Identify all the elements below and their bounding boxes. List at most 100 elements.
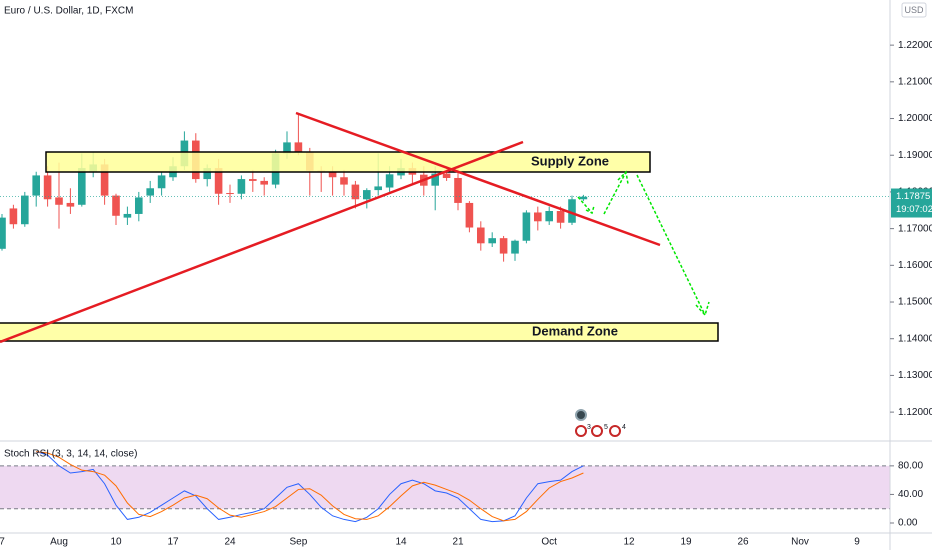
- candle-body: [78, 168, 86, 205]
- currency-label[interactable]: USD: [904, 5, 924, 15]
- x-tick-label: 9: [854, 537, 860, 548]
- x-tick-label: 14: [395, 537, 407, 548]
- x-tick-label: 17: [167, 537, 179, 548]
- event-count: 4: [622, 424, 626, 431]
- stoch-line: [36, 451, 584, 523]
- candle-body: [351, 184, 360, 200]
- last-price-label: 1.17875: [896, 191, 930, 202]
- y-tick-label: 1.19000: [898, 150, 932, 161]
- candle-body: [522, 212, 531, 241]
- y-tick-label: 0.00: [898, 518, 918, 529]
- arrow: [577, 196, 593, 214]
- y-tick-label: 1.12000: [898, 407, 932, 418]
- arrow-head: [695, 301, 710, 317]
- candle-body: [363, 190, 371, 200]
- event-count: 3: [587, 424, 591, 431]
- event-icon: [591, 425, 603, 437]
- x-tick-label: 24: [224, 537, 236, 548]
- candle-body: [534, 212, 542, 222]
- candle-body: [499, 238, 508, 254]
- candle-body: [454, 177, 462, 203]
- arrow-head: [585, 205, 595, 215]
- candle-body: [32, 175, 40, 196]
- event-icon: [575, 409, 587, 421]
- y-tick-label: 40.00: [898, 489, 923, 500]
- candle-body: [556, 211, 565, 223]
- event-count: 5: [604, 424, 608, 431]
- y-tick-label: 1.22000: [898, 40, 932, 51]
- candle-body: [477, 227, 485, 244]
- y-tick-label: 1.14000: [898, 333, 932, 344]
- y-tick-label: 1.16000: [898, 260, 932, 271]
- demand-zone: [0, 322, 719, 342]
- candle-body: [328, 172, 337, 178]
- y-tick-label: 1.20000: [898, 113, 932, 124]
- x-tick-label: 19: [680, 537, 692, 548]
- trend-line: [295, 111, 661, 247]
- x-tick-label: 12: [623, 537, 635, 548]
- candle-body: [123, 213, 132, 218]
- trend-line: [0, 140, 524, 344]
- candle-body: [226, 193, 234, 195]
- x-tick-label: 21: [452, 537, 464, 548]
- arrow-head: [617, 170, 629, 185]
- candle-body: [385, 174, 394, 188]
- plot-area: [0, 114, 890, 523]
- candle-body: [340, 177, 348, 185]
- projection-arrows: [577, 170, 710, 317]
- x-tick-label: 7: [0, 537, 5, 548]
- arrow: [603, 171, 627, 215]
- candle-body: [283, 142, 291, 154]
- candle-body: [43, 175, 52, 200]
- candle-body: [214, 168, 223, 194]
- candle-body: [568, 199, 576, 223]
- currency-box[interactable]: [901, 2, 927, 18]
- x-tick-label: Sep: [290, 537, 308, 548]
- x-tick-label: Oct: [541, 537, 557, 548]
- candle-body: [21, 195, 29, 225]
- candle-body: [260, 180, 268, 185]
- zone-label: Demand Zone: [532, 323, 618, 338]
- candle-body: [465, 202, 474, 228]
- candle-body: [112, 195, 120, 216]
- candle-body: [511, 240, 519, 254]
- candle-body: [237, 179, 246, 194]
- candle-body: [545, 211, 553, 222]
- zone-label: Supply Zone: [531, 153, 609, 168]
- candle-body: [146, 188, 154, 196]
- y-tick-label: 1.17000: [898, 223, 932, 234]
- supply-zone: [45, 151, 651, 173]
- x-tick-label: Aug: [50, 537, 68, 548]
- y-tick-label: 80.00: [898, 460, 923, 471]
- band-fill: [0, 465, 890, 509]
- x-tick-label: 26: [737, 537, 749, 548]
- event-icon: [575, 425, 587, 437]
- candle-body: [9, 208, 18, 225]
- candle-body: [431, 173, 439, 186]
- candle-body: [0, 217, 6, 249]
- y-tick-label: 1.13000: [898, 370, 932, 381]
- candle-body: [203, 168, 211, 180]
- arrow: [636, 174, 706, 316]
- candle-body: [135, 197, 143, 214]
- candle-body: [55, 197, 63, 205]
- indicator-title: Stoch RSI (3, 3, 14, 14, close): [4, 449, 137, 460]
- candle-body: [157, 175, 166, 189]
- event-icon: [609, 425, 621, 437]
- x-tick-label: 10: [110, 537, 122, 548]
- candle-body: [249, 179, 257, 181]
- countdown-label: 19:07:02: [896, 204, 932, 215]
- candle-body: [488, 238, 496, 244]
- candle-body: [442, 173, 451, 178]
- candle-body: [100, 164, 109, 196]
- candle-body: [294, 142, 303, 152]
- candle-body: [374, 186, 382, 191]
- chart-title: Euro / U.S. Dollar, 1D, FXCM: [4, 6, 133, 17]
- stoch-line: [36, 451, 584, 522]
- y-tick-label: 1.15000: [898, 297, 932, 308]
- last-price-box: [891, 188, 932, 218]
- candle-body: [579, 196, 588, 200]
- x-tick-label: Nov: [791, 537, 809, 548]
